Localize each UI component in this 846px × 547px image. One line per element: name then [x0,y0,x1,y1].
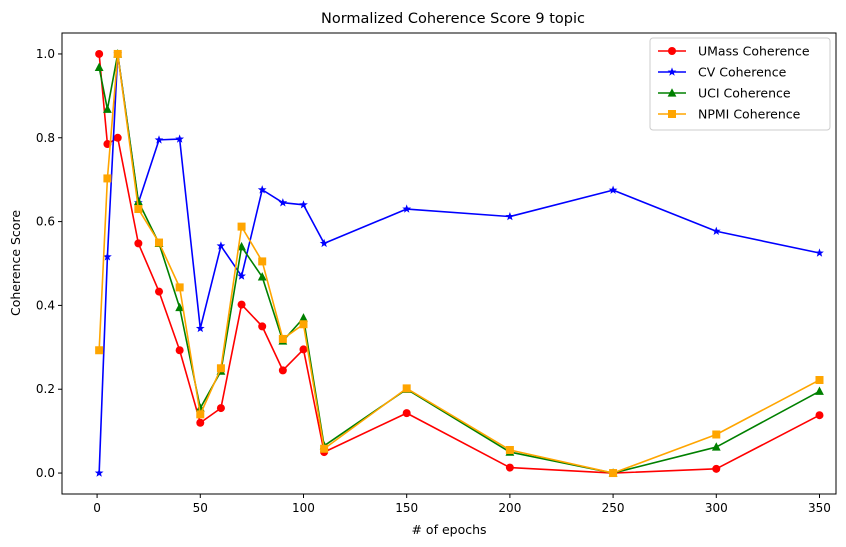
x-tick-label: 0 [93,501,101,515]
data-point [216,364,225,373]
data-point [402,384,411,393]
data-point [237,222,246,231]
data-point [95,346,104,355]
data-point [402,204,412,213]
data-point [134,239,143,248]
data-point [103,252,112,261]
data-point [609,469,618,478]
data-point [320,444,329,453]
data-point [278,366,287,375]
plot-frame [61,32,837,495]
data-point [712,430,721,439]
legend-box [649,37,831,131]
data-point [815,376,824,385]
data-point [278,198,288,207]
data-point [667,88,677,97]
data-point [216,241,226,250]
series-line-npmi-coherence [98,53,820,474]
y-axis-label: Coherence Score [8,210,23,316]
series-line-umass-coherence [98,53,820,474]
y-tick-label: 0.4 [36,298,55,312]
data-point [299,200,308,209]
chart-title: Normalized Coherence Score 9 topic [321,11,585,27]
data-point [113,49,122,58]
legend-label: CV Coherence [698,65,787,80]
data-point [257,272,267,281]
x-tick-label: 100 [292,501,315,515]
data-point [505,463,514,472]
x-tick-label: 250 [602,501,625,515]
data-point [216,404,225,413]
y-tick-label: 0.8 [36,131,55,145]
x-axis-label: # of epochs [411,522,486,537]
data-point [175,134,185,143]
data-point [815,248,824,257]
x-tick-label: 350 [808,501,831,515]
data-point [113,133,122,142]
data-point [103,174,112,183]
series-line-uci-coherence [98,53,820,474]
data-point [667,67,677,76]
data-point [402,409,411,418]
data-point [155,238,164,247]
data-point [668,110,676,118]
data-point [175,346,184,355]
data-point [299,320,308,329]
y-tick-label: 0.6 [36,215,55,229]
x-tick-label: 50 [193,501,208,515]
x-tick-label: 200 [498,501,521,515]
data-point [94,62,104,71]
data-point [278,334,287,343]
data-point [237,241,246,251]
data-point [237,300,246,309]
data-point [815,411,824,420]
data-point [711,226,721,235]
x-tick-label: 150 [395,501,418,515]
data-point [175,302,185,312]
x-tick-label: 300 [705,501,728,515]
data-point [711,442,721,451]
data-point [196,410,205,419]
data-point [299,313,308,322]
data-point [154,135,164,144]
data-point [257,185,267,194]
data-point [133,196,143,206]
legend-label: NPMI Coherence [698,107,801,122]
y-tick-label: 0.0 [36,466,55,480]
legend-label: UCI Coherence [698,86,791,101]
data-point [196,418,205,427]
data-point [608,185,618,194]
data-point [237,271,246,280]
data-point [505,211,515,221]
data-point [299,345,308,354]
data-point [815,386,824,395]
data-point [195,323,205,333]
data-point [134,205,143,214]
y-tick-label: 1.0 [36,47,55,61]
data-point [258,257,267,266]
data-point [103,104,112,113]
data-point [668,47,676,55]
data-point [712,464,721,473]
data-point [505,445,514,454]
data-point [155,287,164,296]
data-point [319,238,329,248]
y-tick-label: 0.2 [36,382,55,396]
legend-label: UMass Coherence [698,44,810,59]
data-point [95,49,104,58]
data-point [175,283,184,292]
data-point [94,468,104,477]
legend: UMass Coherence CV Coherence UCI Coherence… [649,37,831,131]
data-point [258,322,267,331]
